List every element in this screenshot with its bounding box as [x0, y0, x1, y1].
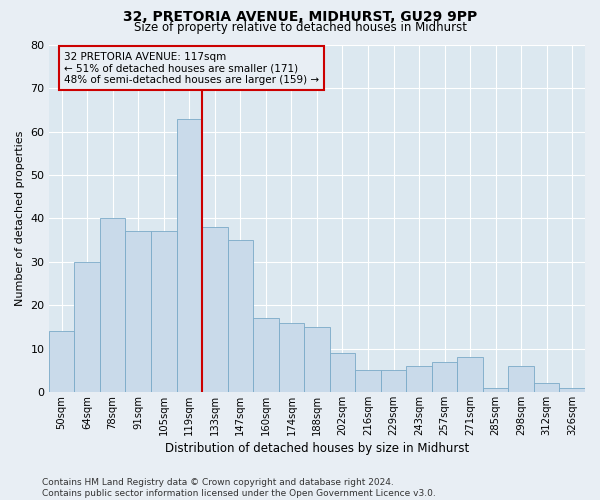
Bar: [329, 353, 355, 392]
Bar: [432, 362, 457, 392]
Bar: [559, 388, 585, 392]
Bar: [508, 366, 534, 392]
Text: Size of property relative to detached houses in Midhurst: Size of property relative to detached ho…: [133, 22, 467, 35]
Bar: [534, 383, 559, 392]
Bar: [202, 227, 227, 392]
Bar: [253, 318, 278, 392]
Bar: [74, 262, 100, 392]
Bar: [278, 322, 304, 392]
Text: 32 PRETORIA AVENUE: 117sqm
← 51% of detached houses are smaller (171)
48% of sem: 32 PRETORIA AVENUE: 117sqm ← 51% of deta…: [64, 52, 319, 84]
Bar: [125, 232, 151, 392]
Bar: [406, 366, 432, 392]
Bar: [457, 357, 483, 392]
Bar: [176, 118, 202, 392]
Text: 32, PRETORIA AVENUE, MIDHURST, GU29 9PP: 32, PRETORIA AVENUE, MIDHURST, GU29 9PP: [123, 10, 477, 24]
Bar: [355, 370, 381, 392]
X-axis label: Distribution of detached houses by size in Midhurst: Distribution of detached houses by size …: [165, 442, 469, 455]
Bar: [304, 327, 329, 392]
Bar: [483, 388, 508, 392]
Bar: [100, 218, 125, 392]
Bar: [381, 370, 406, 392]
Bar: [49, 331, 74, 392]
Bar: [151, 232, 176, 392]
Bar: [227, 240, 253, 392]
Text: Contains HM Land Registry data © Crown copyright and database right 2024.
Contai: Contains HM Land Registry data © Crown c…: [42, 478, 436, 498]
Y-axis label: Number of detached properties: Number of detached properties: [15, 131, 25, 306]
